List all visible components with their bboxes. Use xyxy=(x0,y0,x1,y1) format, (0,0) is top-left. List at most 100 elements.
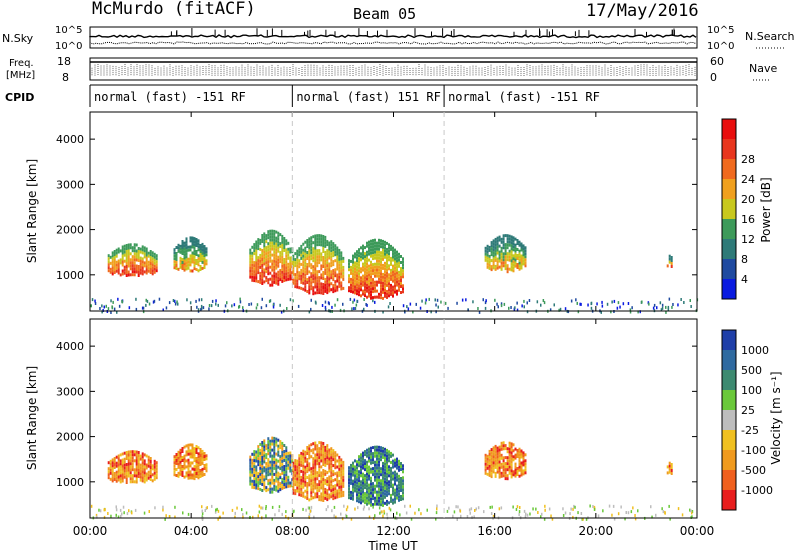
echo-cell xyxy=(374,502,376,506)
echo-cell xyxy=(324,496,327,500)
echo-cell xyxy=(488,470,491,474)
echo-cell xyxy=(109,261,112,265)
ground-scatter-cell xyxy=(447,306,449,310)
ground-scatter-cell xyxy=(363,307,365,311)
echo-cell xyxy=(322,271,325,274)
echo-cell xyxy=(201,257,204,261)
ground-scatter-cell xyxy=(234,515,236,519)
echo-cell xyxy=(135,468,138,472)
ground-scatter-cell xyxy=(307,506,310,510)
echo-cell xyxy=(139,268,142,272)
echo-cell xyxy=(155,464,158,468)
echo-cell xyxy=(386,487,388,491)
echo-cell xyxy=(356,256,358,260)
echo-cell xyxy=(358,497,360,501)
echo-cell xyxy=(330,486,333,490)
echo-cell xyxy=(508,471,511,475)
echo-cell xyxy=(328,268,331,272)
ground-scatter-cell xyxy=(265,505,267,508)
ground-scatter-cell xyxy=(389,302,391,305)
echo-cell xyxy=(494,459,497,463)
echo-cell xyxy=(289,277,292,281)
echo-cell xyxy=(121,461,124,465)
echo-cell xyxy=(181,456,184,459)
echo-cell xyxy=(396,259,398,263)
echo-cell xyxy=(356,271,358,275)
echo-cell xyxy=(402,290,404,294)
echo-cell xyxy=(257,259,260,263)
ground-scatter-cell xyxy=(580,512,583,515)
echo-cell xyxy=(368,258,370,262)
echo-cell xyxy=(257,448,260,452)
echo-cell xyxy=(281,459,284,463)
echo-cell xyxy=(111,266,114,270)
ground-scatter-cell xyxy=(123,511,125,515)
echo-cell xyxy=(348,289,350,293)
echo-cell xyxy=(504,234,507,238)
echo-cell xyxy=(388,276,390,280)
echo-cell xyxy=(484,453,487,457)
echo-cell xyxy=(310,491,313,495)
echo-cell xyxy=(380,293,382,297)
echo-cell xyxy=(326,447,329,451)
echo-cell xyxy=(298,457,301,461)
echo-cell xyxy=(484,456,487,460)
echo-cell xyxy=(386,472,388,476)
echo-cell xyxy=(364,291,366,295)
ground-scatter-cell xyxy=(279,303,281,307)
echo-cell xyxy=(372,467,374,471)
echo-cell xyxy=(348,280,350,284)
echo-cell xyxy=(302,269,305,273)
echo-cell xyxy=(326,270,329,274)
echo-cell xyxy=(364,276,366,280)
echo-cell xyxy=(382,257,384,261)
echo-cell xyxy=(488,260,491,264)
echo-cell xyxy=(314,258,317,262)
echo-cell xyxy=(400,291,402,294)
echo-cell xyxy=(257,475,260,479)
echo-cell xyxy=(193,249,196,253)
echo-cell xyxy=(520,467,523,471)
echo-cell xyxy=(374,451,376,455)
echo-cell xyxy=(328,487,331,491)
echo-cell xyxy=(298,454,301,458)
echo-cell xyxy=(316,486,319,490)
echo-cell xyxy=(400,468,402,471)
echo-cell xyxy=(205,469,208,473)
ground-scatter-cell xyxy=(672,303,674,306)
echo-cell xyxy=(133,255,136,259)
ground-scatter-cell xyxy=(664,511,666,515)
echo-cell xyxy=(147,455,150,459)
echo-cell xyxy=(109,471,112,475)
echo-cell xyxy=(506,447,509,451)
echo-cell xyxy=(149,478,152,481)
echo-cell xyxy=(378,478,380,482)
echo-cell xyxy=(300,244,303,248)
echo-cell xyxy=(504,252,507,256)
colorbar-swatch xyxy=(722,350,736,370)
echo-cell xyxy=(129,450,132,454)
y-tick-label: 1000 xyxy=(56,476,84,489)
echo-cell xyxy=(378,493,380,497)
echo-cell xyxy=(187,473,190,477)
echo-cell xyxy=(368,273,370,277)
echo-cell xyxy=(374,283,376,287)
echo-cell xyxy=(302,458,305,462)
ground-scatter-cell xyxy=(189,301,192,305)
ground-scatter-cell xyxy=(210,304,213,308)
echo-cell xyxy=(372,290,374,294)
echo-cell xyxy=(316,444,319,448)
echo-cell xyxy=(386,451,388,455)
echo-cell xyxy=(382,272,384,276)
echo-cell xyxy=(394,266,396,270)
ground-scatter-cell xyxy=(153,299,156,303)
echo-cell xyxy=(332,479,335,483)
echo-cell xyxy=(187,248,190,252)
echo-cell xyxy=(255,258,258,262)
echo-cell xyxy=(281,249,284,253)
echo-cell xyxy=(265,474,268,478)
echo-cell xyxy=(328,283,331,287)
echo-cell xyxy=(380,278,382,282)
echo-cell xyxy=(281,444,284,448)
